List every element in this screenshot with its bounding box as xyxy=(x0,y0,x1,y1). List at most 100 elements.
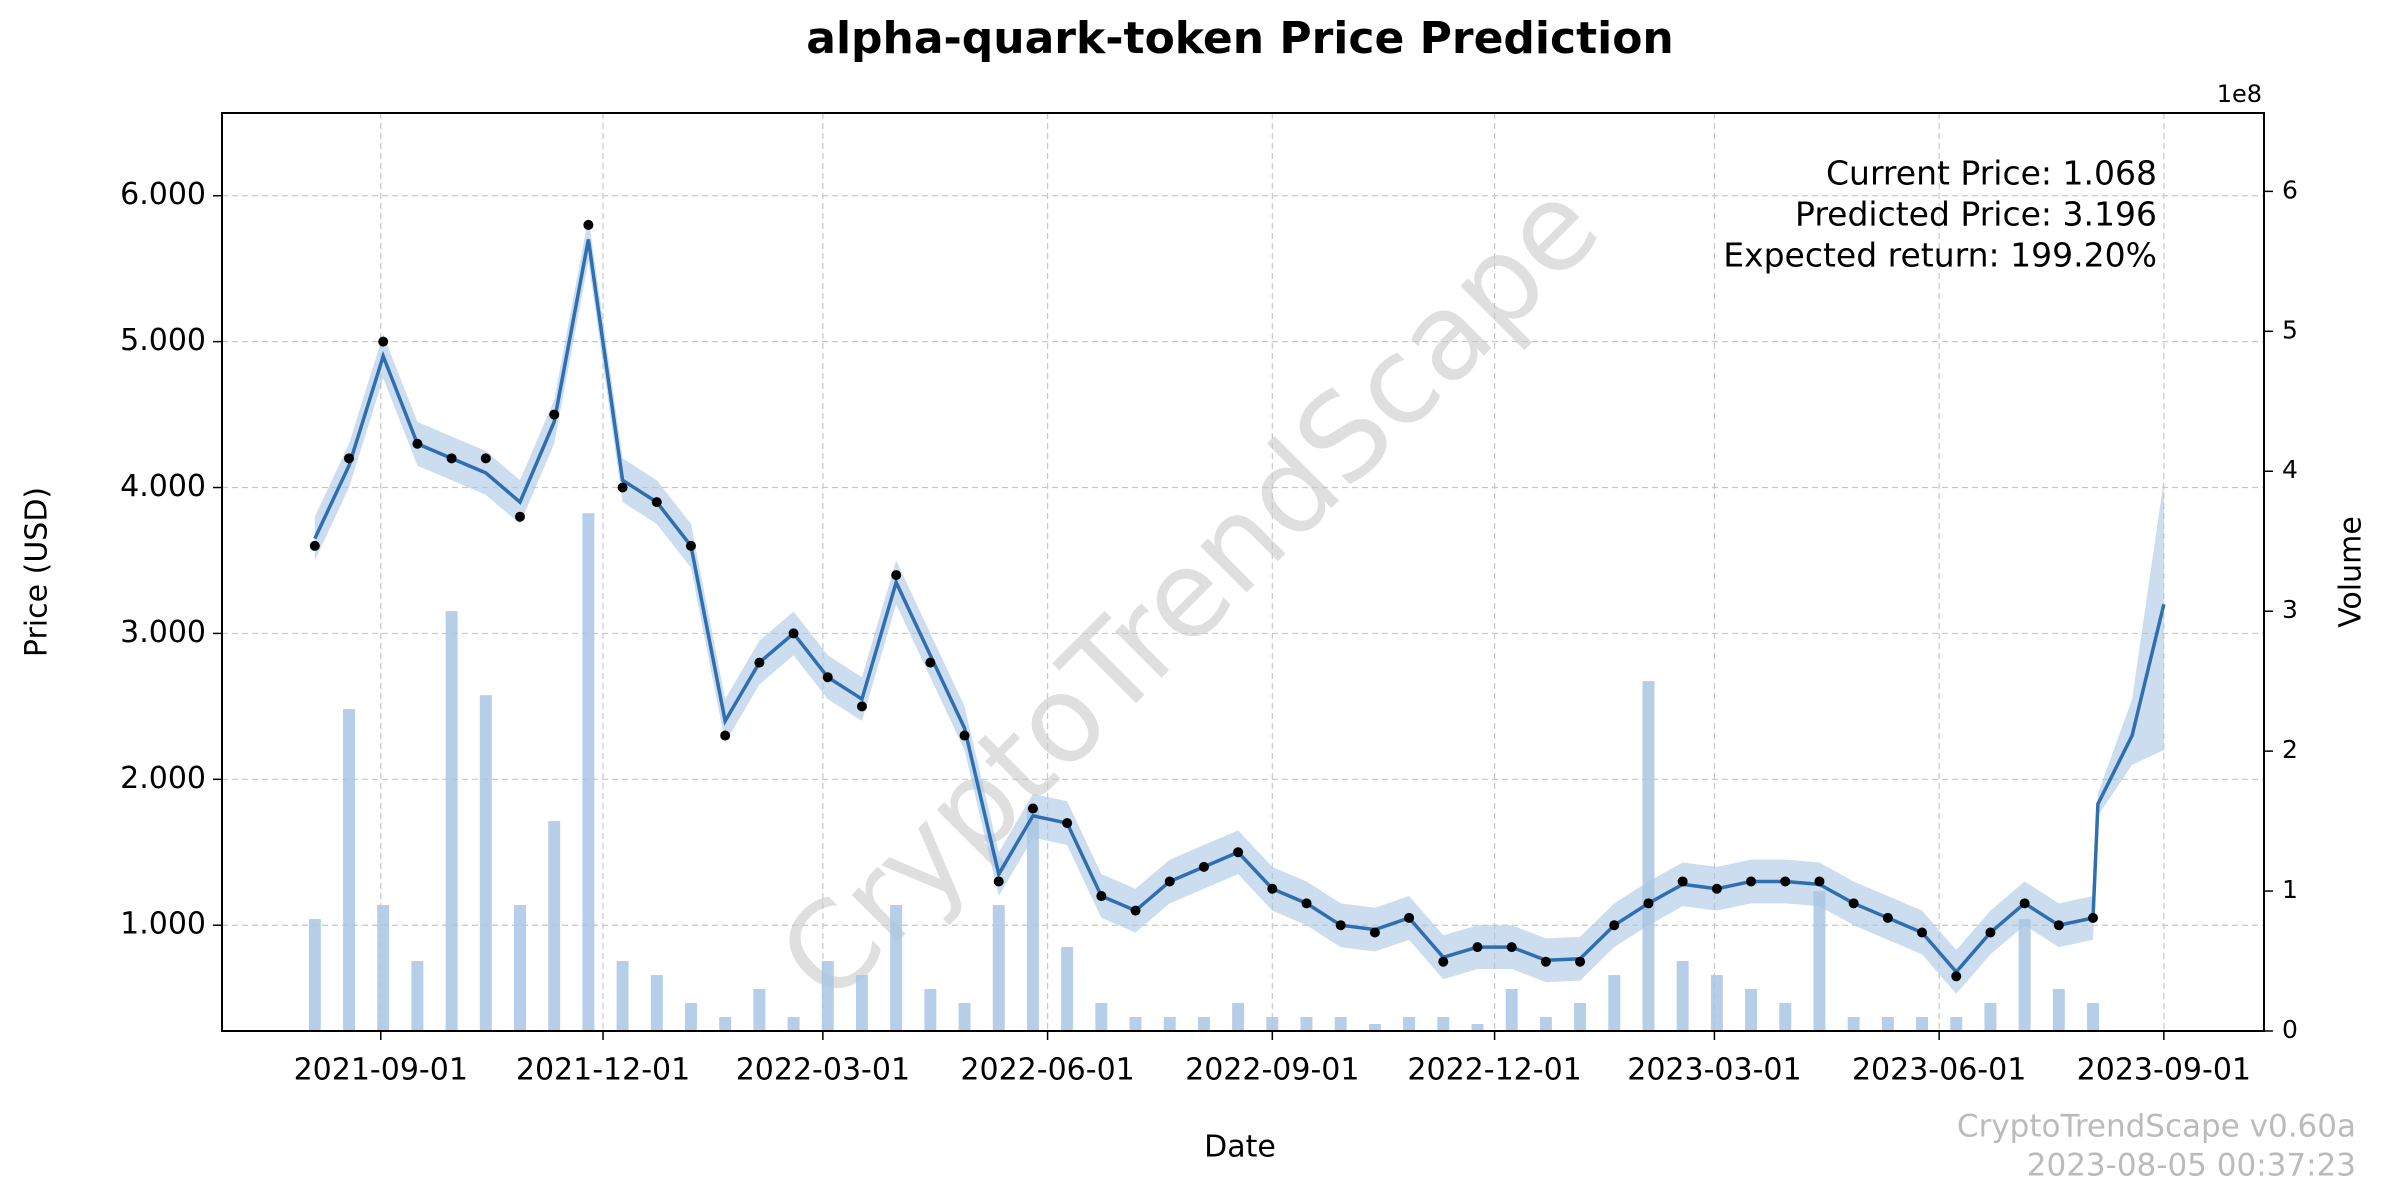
volume-bar xyxy=(1539,1017,1552,1031)
volume-bar xyxy=(890,905,903,1031)
y-tick-label: 4.000 xyxy=(120,469,206,504)
price-point xyxy=(1917,927,1928,938)
volume-bar xyxy=(1095,1003,1108,1031)
price-point xyxy=(1780,876,1791,887)
volume-bar xyxy=(377,905,390,1031)
y2-tick-label: 4 xyxy=(2282,455,2298,484)
price-point xyxy=(720,730,731,741)
y-tick-label: 5.000 xyxy=(120,323,206,358)
price-point xyxy=(1062,818,1073,829)
price-point xyxy=(993,876,1004,887)
price-point xyxy=(1609,920,1620,931)
volume-bar xyxy=(1881,1017,1894,1031)
volume-bar xyxy=(308,919,321,1031)
volume-bar xyxy=(1574,1003,1587,1031)
x-tick-label: 2022-12-01 xyxy=(1407,1053,1581,1088)
volume-bar xyxy=(924,989,937,1031)
price-point xyxy=(856,701,867,712)
volume-bar xyxy=(1334,1017,1347,1031)
y2-tick-label: 6 xyxy=(2282,175,2298,204)
volume-bar xyxy=(1471,1024,1484,1031)
footer-timestamp: 2023-08-05 00:37:23 xyxy=(2027,1148,2356,1178)
price-point xyxy=(1096,891,1107,902)
volume-bar xyxy=(1061,947,1074,1031)
annotation: Current Price: 1.068 xyxy=(1826,154,2157,193)
volume-bar xyxy=(650,975,663,1031)
fit-line xyxy=(313,239,2166,975)
x-tick-label: 2022-09-01 xyxy=(1185,1053,1359,1088)
price-point xyxy=(1814,876,1825,887)
price-point xyxy=(651,497,662,508)
price-point xyxy=(1267,883,1278,894)
volume-bar xyxy=(582,513,595,1031)
price-point xyxy=(583,219,594,230)
price-point xyxy=(549,409,560,420)
volume-bar xyxy=(1368,1024,1381,1031)
volume-bar xyxy=(1197,1017,1210,1031)
price-point xyxy=(446,453,457,464)
volume-bar xyxy=(1608,975,1621,1031)
price-point xyxy=(309,540,320,551)
volume-bar xyxy=(1163,1017,1176,1031)
volume-bar xyxy=(514,905,526,1031)
price-point xyxy=(2019,898,2030,909)
volume-bar xyxy=(958,1003,971,1031)
price-point xyxy=(1985,927,1996,938)
price-point xyxy=(514,511,525,522)
y2-tick-label: 5 xyxy=(2282,315,2298,344)
price-point xyxy=(344,453,355,464)
price-point xyxy=(685,540,696,551)
price-point xyxy=(1301,898,1312,909)
price-point xyxy=(1198,861,1209,872)
annotation: Predicted Price: 3.196 xyxy=(1795,195,2157,234)
price-point xyxy=(925,657,936,668)
y2-tick-label: 0 xyxy=(2282,1015,2298,1044)
y2-tick-label: 1 xyxy=(2282,875,2298,904)
volume-bar xyxy=(1129,1017,1142,1031)
y-tick-label: 6.000 xyxy=(120,177,206,212)
price-point xyxy=(1746,876,1757,887)
volume-bar xyxy=(1779,1003,1792,1031)
volume-bar xyxy=(1710,975,1723,1031)
y-tick-label: 3.000 xyxy=(120,615,206,650)
volume-bar xyxy=(1505,989,1518,1031)
price-point xyxy=(1951,971,1962,982)
x-tick-label: 2023-03-01 xyxy=(1627,1053,1801,1088)
price-point xyxy=(1882,912,1893,923)
volume-bar xyxy=(1745,989,1758,1031)
volume-bar xyxy=(343,709,355,1031)
volume-bar xyxy=(445,611,458,1031)
price-point xyxy=(1438,956,1449,967)
volume-bar xyxy=(753,989,766,1031)
volume-bar xyxy=(2087,1003,2100,1031)
volume-bar xyxy=(1676,961,1689,1031)
volume-bar xyxy=(411,961,424,1031)
volume-bar xyxy=(821,961,834,1031)
volume-bar xyxy=(1300,1017,1313,1031)
volume-bar xyxy=(1403,1017,1416,1031)
footer-version: CryptoTrendScape v0.60a xyxy=(1957,1109,2356,1145)
volume-bar xyxy=(1642,681,1655,1031)
plot-frame xyxy=(221,112,2265,1032)
confidence-band xyxy=(314,217,2164,994)
chart-title: alpha-quark-token Price Prediction xyxy=(806,13,1674,64)
volume-bar xyxy=(479,695,492,1031)
price-point xyxy=(1233,847,1244,858)
price-point xyxy=(1540,956,1551,967)
x-tick-label: 2021-09-01 xyxy=(294,1053,468,1088)
price-point xyxy=(1643,898,1654,909)
volume-bar xyxy=(1847,1017,1860,1031)
volume-bar xyxy=(1984,1003,1997,1031)
x-tick-label: 2022-03-01 xyxy=(736,1053,910,1088)
y-axis-label: Price (USD) xyxy=(20,487,55,657)
volume-bar xyxy=(684,1003,697,1031)
volume-bar xyxy=(1437,1017,1450,1031)
x-tick-label: 2022-06-01 xyxy=(960,1053,1134,1088)
price-point xyxy=(1369,927,1380,938)
y2-axis-label: Volume xyxy=(2334,516,2369,628)
price-point xyxy=(1164,876,1175,887)
volume-bar xyxy=(1026,807,1039,1031)
volume-bar xyxy=(2018,919,2031,1031)
price-point xyxy=(617,482,628,493)
